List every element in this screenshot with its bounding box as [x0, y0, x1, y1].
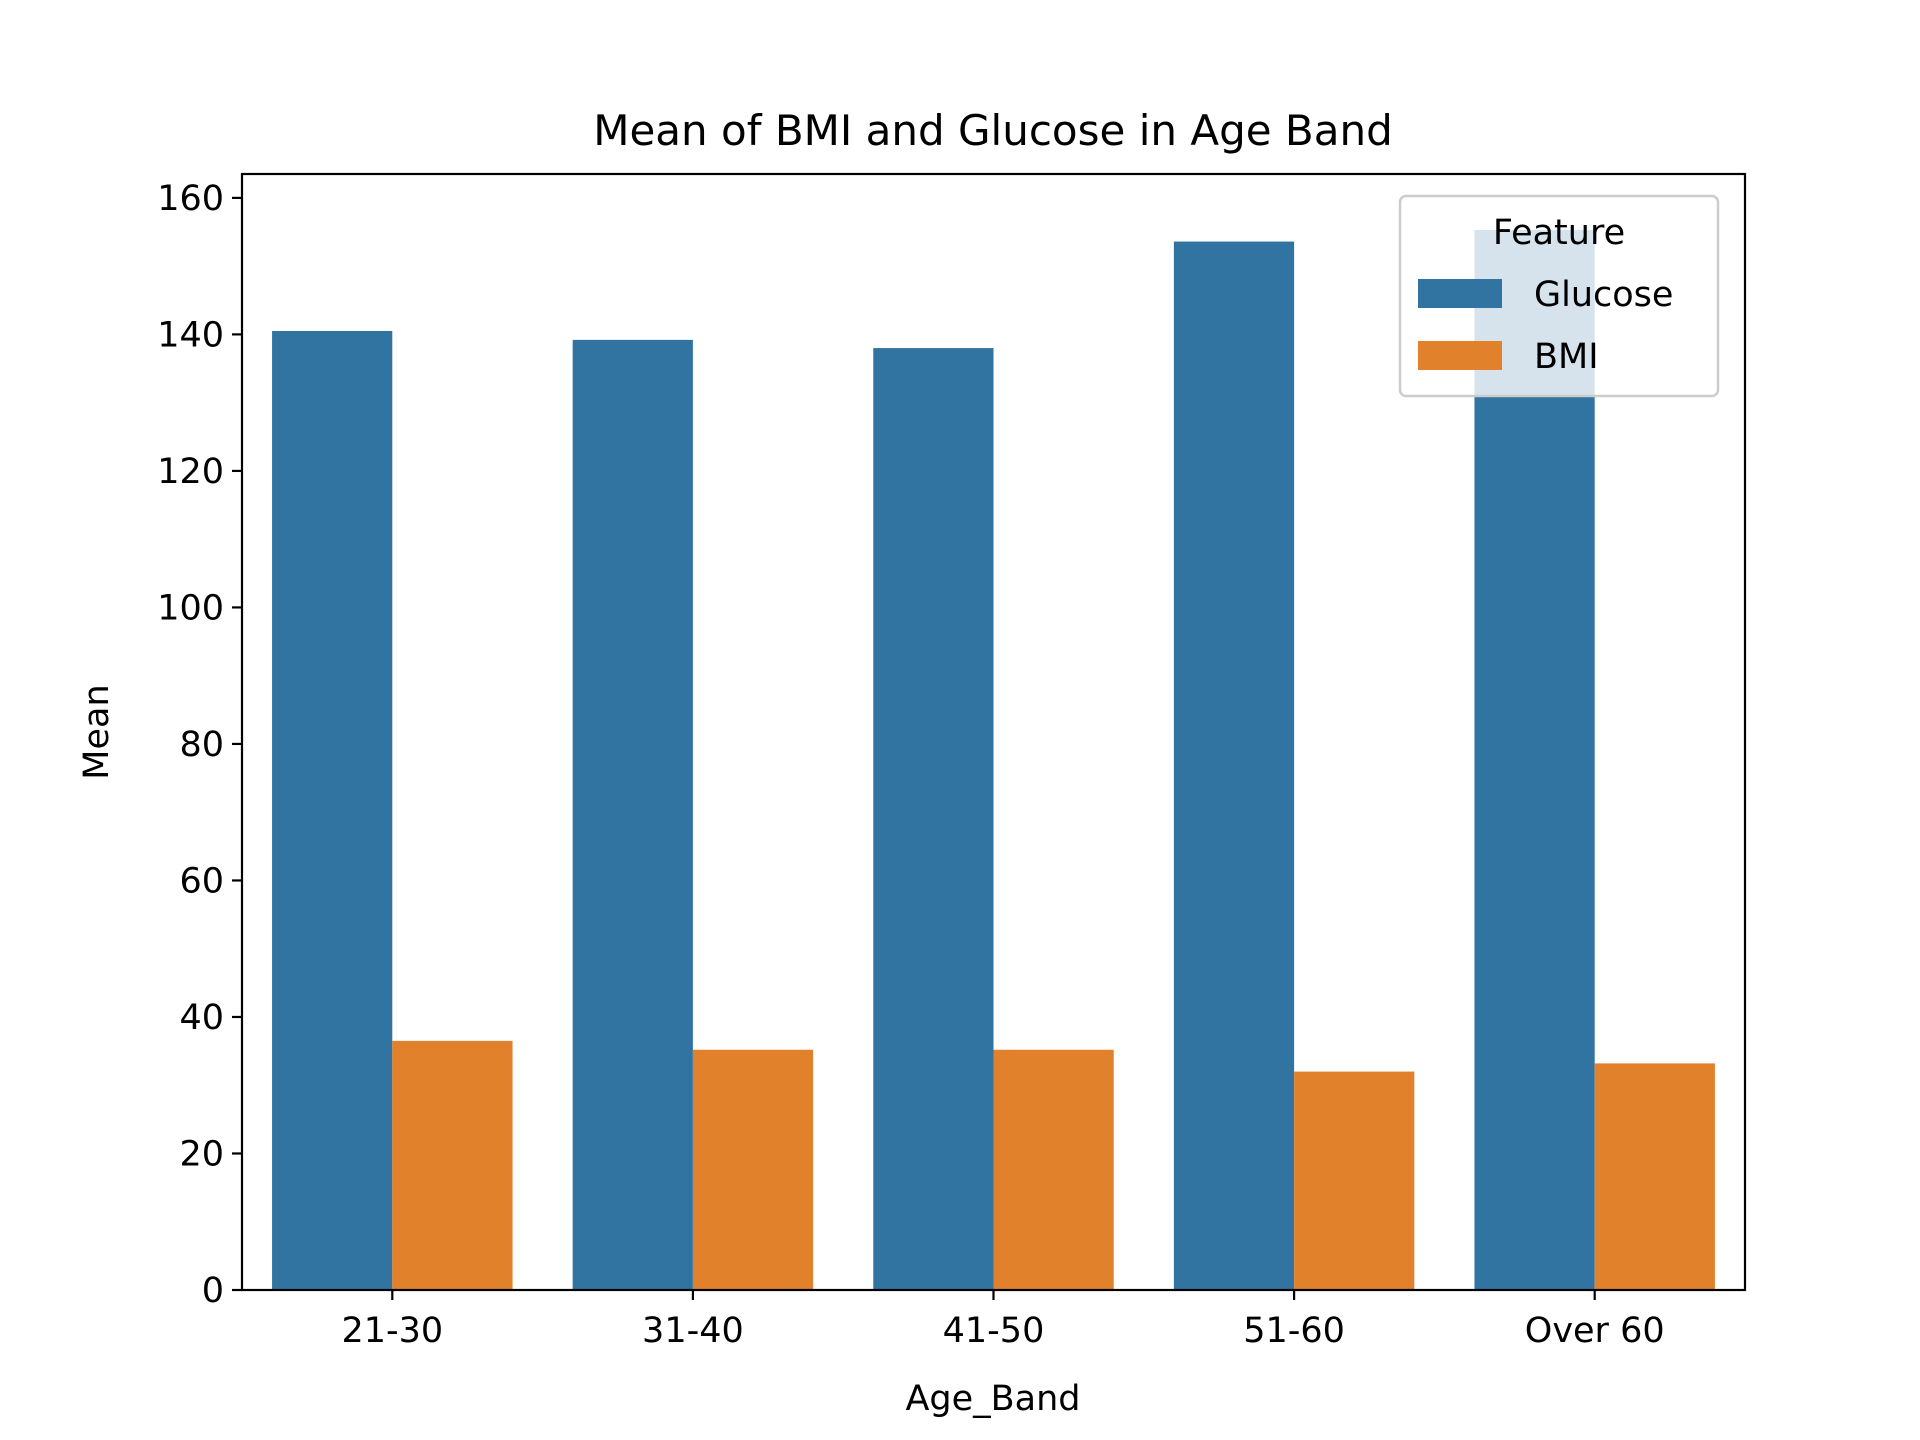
bar-bmi-51-60 [1294, 1071, 1415, 1290]
bar-bmi-41-50 [993, 1049, 1114, 1290]
y-tick-label: 120 [157, 452, 224, 492]
plot-frame [240, 172, 1747, 1292]
bars-layer [272, 229, 1715, 1291]
x-tick-label: Over 60 [1525, 1311, 1665, 1351]
y-tick-label: 40 [179, 998, 224, 1038]
x-axis-label: Age_Band [905, 1379, 1080, 1419]
legend-swatch-glucose [1418, 279, 1502, 308]
bar-glucose-51-60 [1173, 241, 1295, 1290]
y-tick-label: 0 [202, 1271, 224, 1311]
y-tick-label: 60 [179, 861, 224, 901]
x-tick-label: 41-50 [943, 1311, 1045, 1351]
bar-glucose-21-30 [272, 330, 393, 1290]
x-axis: 21-30 31-40 41-50 51-60 Over 60 [341, 1290, 1665, 1351]
y-tick-label: 140 [157, 315, 224, 355]
bar-glucose-41-50 [873, 348, 994, 1290]
legend-title: Feature [1493, 213, 1625, 253]
bar-glucose-over-60 [1474, 229, 1595, 1291]
bar-bmi-over-60 [1594, 1063, 1715, 1290]
legend-swatch-bmi [1418, 341, 1502, 370]
legend-label-glucose: Glucose [1534, 275, 1673, 315]
y-tick-label: 20 [179, 1134, 224, 1174]
chart-title: Mean of BMI and Glucose in Age Band [593, 106, 1393, 155]
bar-bmi-21-30 [392, 1040, 513, 1290]
x-tick-label: 51-60 [1243, 1311, 1345, 1351]
x-tick-label: 31-40 [642, 1311, 744, 1351]
y-axis-label: Mean [77, 684, 117, 779]
x-tick-label: 21-30 [341, 1311, 443, 1351]
legend: Feature Glucose BMI [1398, 194, 1720, 398]
y-tick-label: 100 [157, 588, 224, 628]
legend-label-bmi: BMI [1534, 337, 1599, 377]
y-axis: 0 20 40 60 80 100 120 140 160 [157, 179, 242, 1311]
y-tick-label: 80 [179, 725, 224, 765]
y-tick-label: 160 [157, 179, 224, 219]
bar-glucose-31-40 [572, 339, 693, 1290]
bar-bmi-31-40 [692, 1049, 814, 1290]
